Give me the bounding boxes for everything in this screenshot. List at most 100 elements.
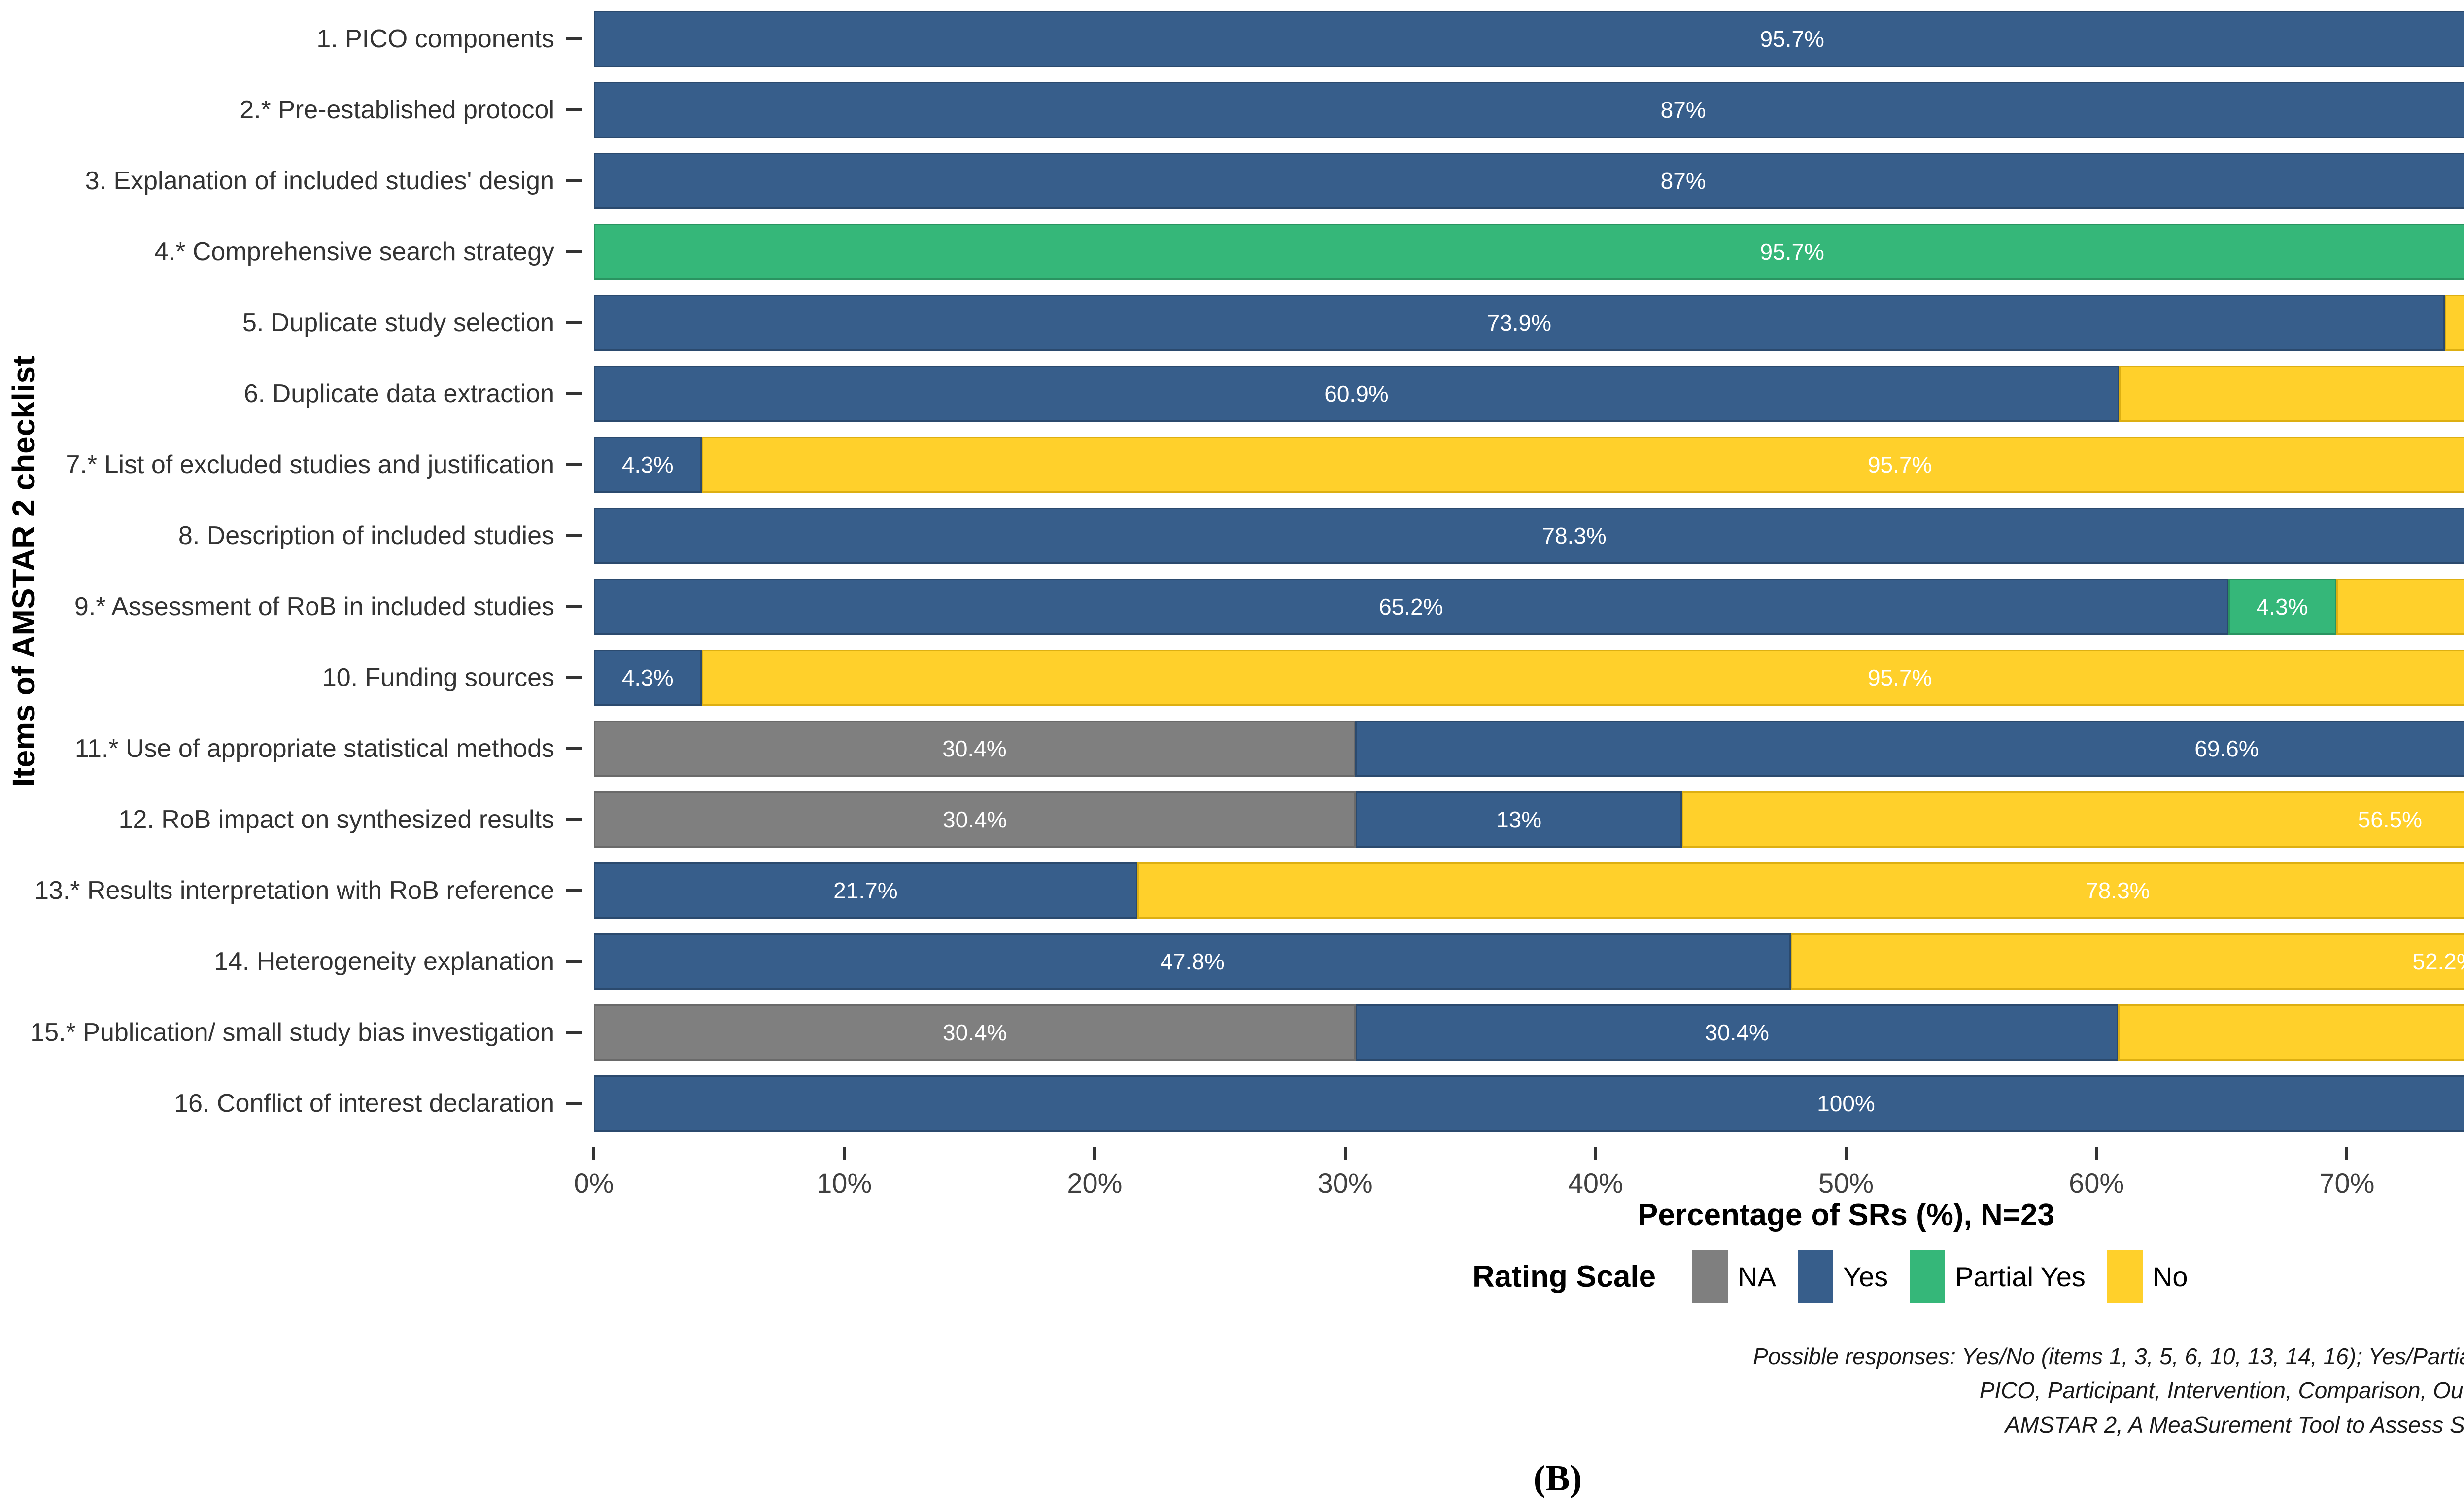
bar-segment-label: 21.7% (833, 878, 898, 903)
x-axis-tick-label: 60% (2069, 1167, 2124, 1199)
y-axis-category-label: 16. Conflict of interest declaration (174, 1089, 554, 1118)
bar-segment-no: 26.1% (2444, 295, 2464, 351)
y-axis-tick (566, 747, 582, 750)
y-axis-category-label: 10. Funding sources (322, 663, 554, 692)
bar-segment-partial-yes: 95.7% (594, 224, 2464, 280)
bar-segment-yes: 95.7% (594, 11, 2464, 67)
y-axis-category-label: 11.* Use of appropriate statistical meth… (74, 734, 554, 763)
x-axis-tick-label: 70% (2319, 1167, 2375, 1199)
bar-segment-yes: 78.3% (594, 508, 2464, 564)
legend-swatch-yes (1797, 1250, 1833, 1303)
bar-segment-label: 95.7% (1760, 239, 1824, 265)
bar-segment-partial-yes: 4.3% (2228, 579, 2336, 635)
panel-caption: (B) (1533, 1458, 1582, 1499)
y-axis-category-label: 3. Explanation of included studies' desi… (85, 167, 554, 195)
bar-row: 78.3%8.7%13% (594, 508, 2464, 564)
bar-segment-label: 78.3% (2086, 878, 2150, 903)
legend-swatch-na (1692, 1250, 1728, 1303)
bar-segment-label: 4.3% (621, 452, 674, 478)
legend-item-label: Yes (1843, 1261, 1888, 1292)
bar-row: 47.8% 52.2% (594, 933, 2464, 990)
bar-segment-yes: 87% (594, 82, 2464, 138)
y-axis-tick (566, 818, 582, 821)
bar-row: 87%13% (594, 153, 2464, 209)
y-axis-category-label: 15.* Publication/ small study bias inves… (30, 1018, 554, 1047)
bar-segment-label: 30.4% (943, 1020, 1007, 1045)
bar-segment-yes: 4.3% (594, 650, 702, 706)
legend: Rating Scale NA Yes Partial Yes No (1472, 1248, 2188, 1305)
x-axis-tick-label: 20% (1067, 1167, 1123, 1199)
bar-segment-label: 87% (1660, 97, 1706, 123)
bar-segment-label: 30.4% (943, 807, 1007, 832)
y-axis-category-label: 9.* Assessment of RoB in included studie… (74, 592, 554, 621)
bar-segment-label: 52.2% (2412, 949, 2464, 974)
bar-segment-no: 39.1% (2119, 366, 2464, 422)
bar-segment-na: 30.4% (594, 791, 1356, 848)
bar-segment-no: 30.4% (2336, 579, 2464, 635)
footnote-abbreviations: PICO, Participant, Intervention, Compari… (1979, 1377, 2464, 1403)
x-axis-tick-label: 0% (574, 1167, 614, 1199)
y-axis-category-label: 2.* Pre-established protocol (240, 96, 554, 124)
bar-segment-no: 78.3% (1137, 862, 2464, 919)
bar-segment-na: 30.4% (594, 721, 1355, 777)
legend-swatch-no (2107, 1250, 2143, 1303)
y-axis-tick (566, 392, 582, 395)
bar-segment-label: 47.8% (1160, 949, 1225, 974)
y-axis-tick (566, 605, 582, 608)
bar-row: 30.4% 69.6% (594, 721, 2464, 777)
bar-segment-yes: 47.8% (594, 933, 1791, 990)
bar-segment-no: 56.5% (1681, 791, 2464, 848)
y-axis-category-label: 4.* Comprehensive search strategy (154, 238, 554, 266)
y-axis-tick (566, 960, 582, 963)
bar-segment-yes: 100% (594, 1075, 2464, 1132)
x-axis-tick-label: 10% (817, 1167, 872, 1199)
y-axis-tick (566, 1102, 582, 1105)
x-axis-tick (1845, 1147, 1848, 1160)
legend-item-label: No (2152, 1261, 2188, 1292)
y-axis-category-label: 1. PICO components (316, 25, 554, 53)
y-axis-tick (566, 463, 582, 466)
x-axis-tick (1594, 1147, 1597, 1160)
x-axis-tick (1343, 1147, 1347, 1160)
x-axis-tick (843, 1147, 846, 1160)
y-axis-category-label: 12. RoB impact on synthesized results (118, 805, 554, 834)
y-axis-category-label: 6. Duplicate data extraction (243, 379, 554, 408)
y-axis-tick (566, 250, 582, 253)
y-axis-tick (566, 321, 582, 324)
bar-segment-label: 78.3% (1542, 523, 1607, 549)
y-axis-tick (566, 534, 582, 537)
y-axis-category-label: 14. Heterogeneity explanation (214, 947, 554, 976)
legend-item-partial-yes: Partial Yes (1910, 1250, 2086, 1303)
bar-row: 65.2% 4.3% 30.4% (594, 579, 2464, 635)
legend-item-na: NA (1692, 1250, 1776, 1303)
legend-item-yes: Yes (1797, 1250, 1888, 1303)
bar-row: 30.4% 13% 56.5% (594, 791, 2464, 848)
y-axis-category-label: 8. Description of included studies (178, 521, 554, 550)
bar-segment-yes: 65.2% (594, 579, 2228, 635)
x-axis-tick (2345, 1147, 2349, 1160)
y-axis-tick (566, 108, 582, 111)
bar-row: 73.9% 26.1% (594, 295, 2464, 351)
bar-row: 95.7%4.3% (594, 11, 2464, 67)
bar-segment-yes: 21.7% (594, 862, 1137, 919)
x-axis-tick-label: 30% (1317, 1167, 1373, 1199)
bar-row: 4.3% 95.7% (594, 650, 2464, 706)
y-axis-category-label: 13.* Results interpretation with RoB ref… (34, 876, 554, 905)
bar-segment-na: 30.4% (594, 1004, 1356, 1061)
x-axis-tick-label: 50% (1818, 1167, 1874, 1199)
legend-items: NA Yes Partial Yes No (1692, 1250, 2188, 1303)
bar-segment-yes: 87% (594, 153, 2464, 209)
bar-segment-label: 95.7% (1868, 665, 1932, 690)
bar-segment-label: 4.3% (621, 665, 674, 690)
bar-segment-label: 65.2% (1379, 594, 1443, 619)
bar-segment-yes: 69.6% (1355, 721, 2464, 777)
bar-segment-no: 95.7% (701, 650, 2464, 706)
bar-segment-no: 39.1% (2118, 1004, 2464, 1061)
legend-item-label: NA (1738, 1261, 1776, 1292)
legend-swatch-partial-yes (1910, 1250, 1946, 1303)
bar-row: 21.7% 78.3% (594, 862, 2464, 919)
y-axis-tick (566, 676, 582, 679)
bar-segment-label: 95.7% (1868, 452, 1932, 478)
bar-segment-label: 60.9% (1324, 381, 1389, 407)
